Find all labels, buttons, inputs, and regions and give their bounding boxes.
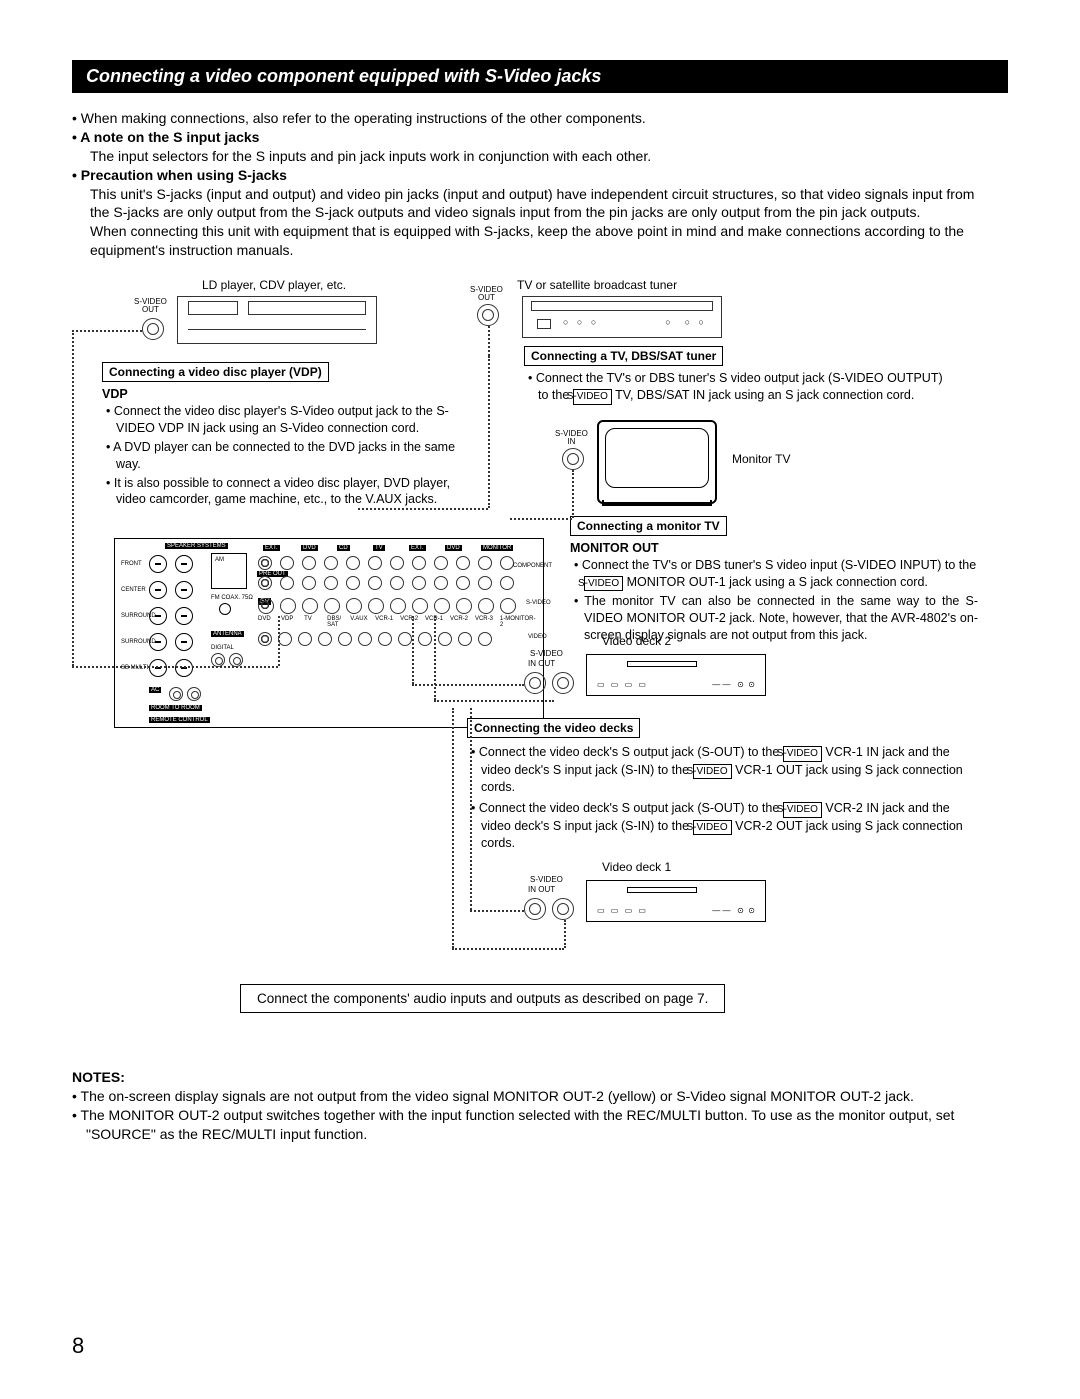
video-row-label: VIDEO — [528, 634, 547, 640]
vcr-text: Connect the video deck's S output jack (… — [481, 744, 973, 796]
page-title: Connecting a video component equipped wi… — [72, 60, 1008, 93]
ld-player-icon — [177, 296, 377, 344]
monitor-tv-icon — [597, 420, 717, 504]
vdp-text: It is also possible to connect a video d… — [116, 475, 472, 509]
notes-section: NOTES: The on-screen display signals are… — [72, 1068, 1008, 1144]
svideo-row-label: S-VIDEO — [526, 600, 551, 606]
in-out-label: IN OUT — [528, 660, 555, 668]
tuner-icon: ○ ○ ○ ○ ○ ○ — [522, 296, 722, 338]
vdp-text: A DVD player can be connected to the DVD… — [116, 439, 472, 473]
vdp-subheading: VDP — [102, 386, 472, 403]
note-item: The MONITOR OUT-2 output switches togeth… — [86, 1106, 1008, 1144]
jack-row — [258, 576, 528, 590]
svideo-jack-icon — [562, 448, 584, 470]
monitor-tv-label: Monitor TV — [732, 452, 790, 466]
intro-line: When connecting this unit with equipment… — [90, 222, 1008, 241]
svideo-jack-icon — [552, 898, 574, 920]
svideo-jack-icon — [477, 304, 499, 326]
page-number: 8 — [72, 1333, 84, 1359]
video-deck-icon: ▭ ▭ ▭ ▭ — — ⊙ ⊙ — [586, 880, 766, 922]
svideo-jack-icon — [524, 898, 546, 920]
intro-line: This unit's S-jacks (input and output) a… — [90, 185, 1008, 204]
video-deck-section-heading: Connecting the video decks — [467, 718, 640, 738]
video-deck-2-label: Video deck 2 — [602, 634, 671, 648]
svideo-jack-icon — [142, 318, 164, 340]
intro-heading: Precaution when using S-jacks — [76, 166, 1008, 185]
intro-line: equipment's instruction manuals. — [90, 241, 1008, 260]
svideo-jack-row — [258, 598, 538, 614]
intro-heading: A note on the S input jacks — [76, 128, 1008, 147]
svideo-label: S-VIDEO — [530, 876, 563, 884]
audio-connection-note: Connect the components' audio inputs and… — [240, 984, 725, 1013]
intro-line: When making connections, also refer to t… — [76, 109, 1008, 128]
monitor-section-heading: Connecting a monitor TV — [570, 516, 727, 536]
video-deck-1-label: Video deck 1 — [602, 860, 671, 874]
tuner-text: Connect the TV's or DBS tuner's S video … — [538, 370, 944, 404]
tuner-label: TV or satellite broadcast tuner — [517, 278, 677, 292]
intro-block: When making connections, also refer to t… — [72, 109, 1008, 260]
jack-row — [258, 556, 528, 570]
ld-player-label: LD player, CDV player, etc. — [202, 278, 346, 292]
svideo-labels: DVD VDP TV DBS/ SAT V.AUX VCR-1 VCR-2 VC… — [258, 616, 538, 628]
tv-stand-icon — [602, 500, 712, 506]
vdp-section-heading: Connecting a video disc player (VDP) — [102, 362, 329, 382]
svideo-in-label: S-VIDEO IN — [555, 430, 588, 446]
intro-line: the S-jacks are only output from the S-j… — [90, 203, 1008, 222]
vdp-text: Connect the video disc player's S-Video … — [116, 403, 472, 437]
notes-heading: NOTES: — [72, 1068, 1008, 1087]
monitor-text: Connect the TV's or DBS tuner's S video … — [584, 557, 978, 591]
wiring-diagram: LD player, CDV player, etc. S-VIDEO OUT … — [72, 278, 992, 1018]
tuner-section-heading: Connecting a TV, DBS/SAT tuner — [524, 346, 723, 366]
monitor-subheading: MONITOR OUT — [570, 540, 978, 557]
note-item: The on-screen display signals are not ou… — [86, 1087, 1008, 1106]
svideo-label: S-VIDEO — [530, 650, 563, 658]
svideo-jack-icon — [552, 672, 574, 694]
video-deck-icon: ▭ ▭ ▭ ▭ — — ⊙ ⊙ — [586, 654, 766, 696]
svideo-jack-icon — [524, 672, 546, 694]
svideo-out-label: S-VIDEO OUT — [470, 286, 503, 302]
vcr-text: Connect the video deck's S output jack (… — [481, 800, 973, 852]
video-jack-row — [258, 632, 538, 646]
svideo-out-label: S-VIDEO OUT — [134, 298, 167, 314]
in-out-label: IN OUT — [528, 886, 555, 894]
intro-line: The input selectors for the S inputs and… — [90, 147, 1008, 166]
